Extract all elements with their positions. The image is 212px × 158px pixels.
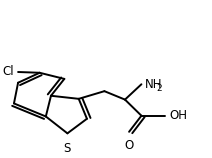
Text: OH: OH [169, 109, 187, 122]
Text: NH: NH [145, 78, 162, 91]
Text: 2: 2 [157, 84, 162, 93]
Text: S: S [64, 142, 71, 155]
Text: Cl: Cl [2, 66, 14, 79]
Text: O: O [124, 139, 134, 152]
